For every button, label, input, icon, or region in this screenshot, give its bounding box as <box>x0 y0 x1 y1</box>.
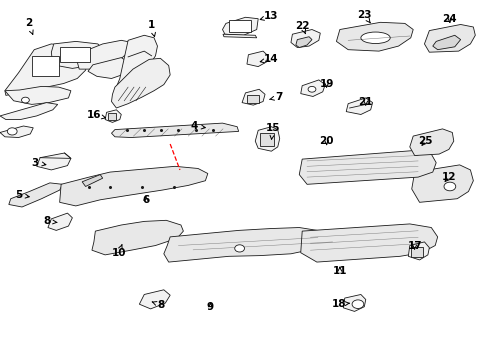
Text: 18: 18 <box>331 299 348 309</box>
Text: 17: 17 <box>407 240 421 251</box>
Text: 15: 15 <box>265 123 280 139</box>
Circle shape <box>234 245 244 252</box>
Polygon shape <box>290 30 320 48</box>
Polygon shape <box>5 86 71 104</box>
Circle shape <box>351 300 363 309</box>
Polygon shape <box>336 22 412 51</box>
Polygon shape <box>37 153 71 170</box>
Polygon shape <box>82 175 102 186</box>
Text: 16: 16 <box>87 110 105 120</box>
Polygon shape <box>60 166 207 206</box>
Text: 19: 19 <box>319 78 333 89</box>
Text: 8: 8 <box>44 216 57 226</box>
Polygon shape <box>409 129 453 156</box>
Text: 3: 3 <box>32 158 46 168</box>
Text: 4: 4 <box>190 121 205 131</box>
Bar <box>410 247 422 257</box>
Polygon shape <box>51 41 105 68</box>
Bar <box>246 95 259 103</box>
Polygon shape <box>246 51 267 67</box>
Polygon shape <box>300 80 325 96</box>
Bar <box>107 113 116 120</box>
Circle shape <box>443 182 455 191</box>
Text: 25: 25 <box>417 136 432 146</box>
Polygon shape <box>346 98 372 114</box>
Text: 1: 1 <box>148 20 155 37</box>
Polygon shape <box>111 58 170 108</box>
Polygon shape <box>411 165 472 202</box>
Text: 6: 6 <box>142 195 149 205</box>
Text: 22: 22 <box>294 21 309 34</box>
Polygon shape <box>0 103 58 120</box>
Polygon shape <box>424 24 474 52</box>
Text: 2: 2 <box>25 18 33 34</box>
Text: 23: 23 <box>356 10 371 23</box>
Polygon shape <box>88 58 132 78</box>
Polygon shape <box>255 127 279 151</box>
Text: 11: 11 <box>332 266 346 276</box>
Ellipse shape <box>360 32 389 44</box>
Text: 14: 14 <box>260 54 278 64</box>
Polygon shape <box>105 110 121 122</box>
Circle shape <box>7 128 17 135</box>
Polygon shape <box>300 224 437 262</box>
Bar <box>32 56 59 76</box>
Circle shape <box>307 86 315 92</box>
Polygon shape <box>407 242 428 260</box>
Text: 20: 20 <box>319 136 333 146</box>
Polygon shape <box>223 34 256 38</box>
Circle shape <box>21 97 29 103</box>
Polygon shape <box>299 150 435 184</box>
Text: 13: 13 <box>260 11 278 21</box>
Bar <box>260 133 273 146</box>
Polygon shape <box>343 294 365 311</box>
Polygon shape <box>92 220 183 255</box>
Polygon shape <box>116 35 157 94</box>
Polygon shape <box>222 17 258 35</box>
Polygon shape <box>139 290 170 309</box>
Text: 10: 10 <box>111 245 126 258</box>
Text: 5: 5 <box>15 190 29 200</box>
Polygon shape <box>9 183 62 207</box>
Bar <box>60 47 90 62</box>
Polygon shape <box>242 89 264 105</box>
Text: 9: 9 <box>206 302 213 312</box>
Bar <box>228 20 250 32</box>
Text: 21: 21 <box>358 96 372 107</box>
Polygon shape <box>5 44 87 95</box>
Text: 12: 12 <box>441 172 455 182</box>
Polygon shape <box>111 123 238 138</box>
Polygon shape <box>163 228 323 262</box>
Text: 7: 7 <box>269 92 282 102</box>
Polygon shape <box>77 40 132 69</box>
Polygon shape <box>48 213 72 230</box>
Text: 24: 24 <box>442 14 456 24</box>
Polygon shape <box>432 35 460 50</box>
Text: 8: 8 <box>152 300 164 310</box>
Polygon shape <box>0 126 33 138</box>
Polygon shape <box>295 37 311 48</box>
